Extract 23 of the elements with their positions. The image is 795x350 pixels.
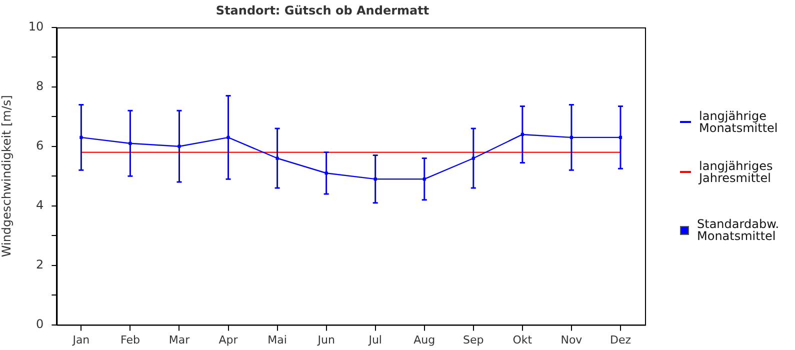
chart-title: Standort: Gütsch ob Andermatt [216,3,430,18]
x-tick-label: Mai [268,333,287,346]
x-tick-label: Jan [72,333,90,346]
y-tick-label: 8 [36,79,44,94]
x-tick-label: Aug [414,333,436,346]
y-tick-label: 10 [28,20,44,34]
y-axis-title: Windgeschwindigkeit [m/s] [0,95,14,258]
x-tick-label: Apr [218,333,238,346]
x-tick-label: Feb [120,333,140,346]
x-tick-label: Sep [463,333,484,346]
x-tick-label: Nov [560,333,583,346]
legend-label: langjährige Monatsmittel [699,109,779,135]
x-tick-label: Jul [368,333,382,346]
legend-label: langjähriges Jahresmittel [699,159,774,185]
y-tick-label: 6 [36,138,44,152]
x-tick-label: Okt [512,333,533,346]
x-tick-label: Jun [316,333,335,346]
y-tick-label: 0 [36,316,44,331]
x-tick-label: Dez [610,333,632,346]
y-tick-label: 4 [36,198,44,212]
y-tick-label: 2 [36,257,44,272]
x-tick-label: Mar [168,333,190,346]
legend-label: Standardabw. Monatsmittel [697,217,780,243]
